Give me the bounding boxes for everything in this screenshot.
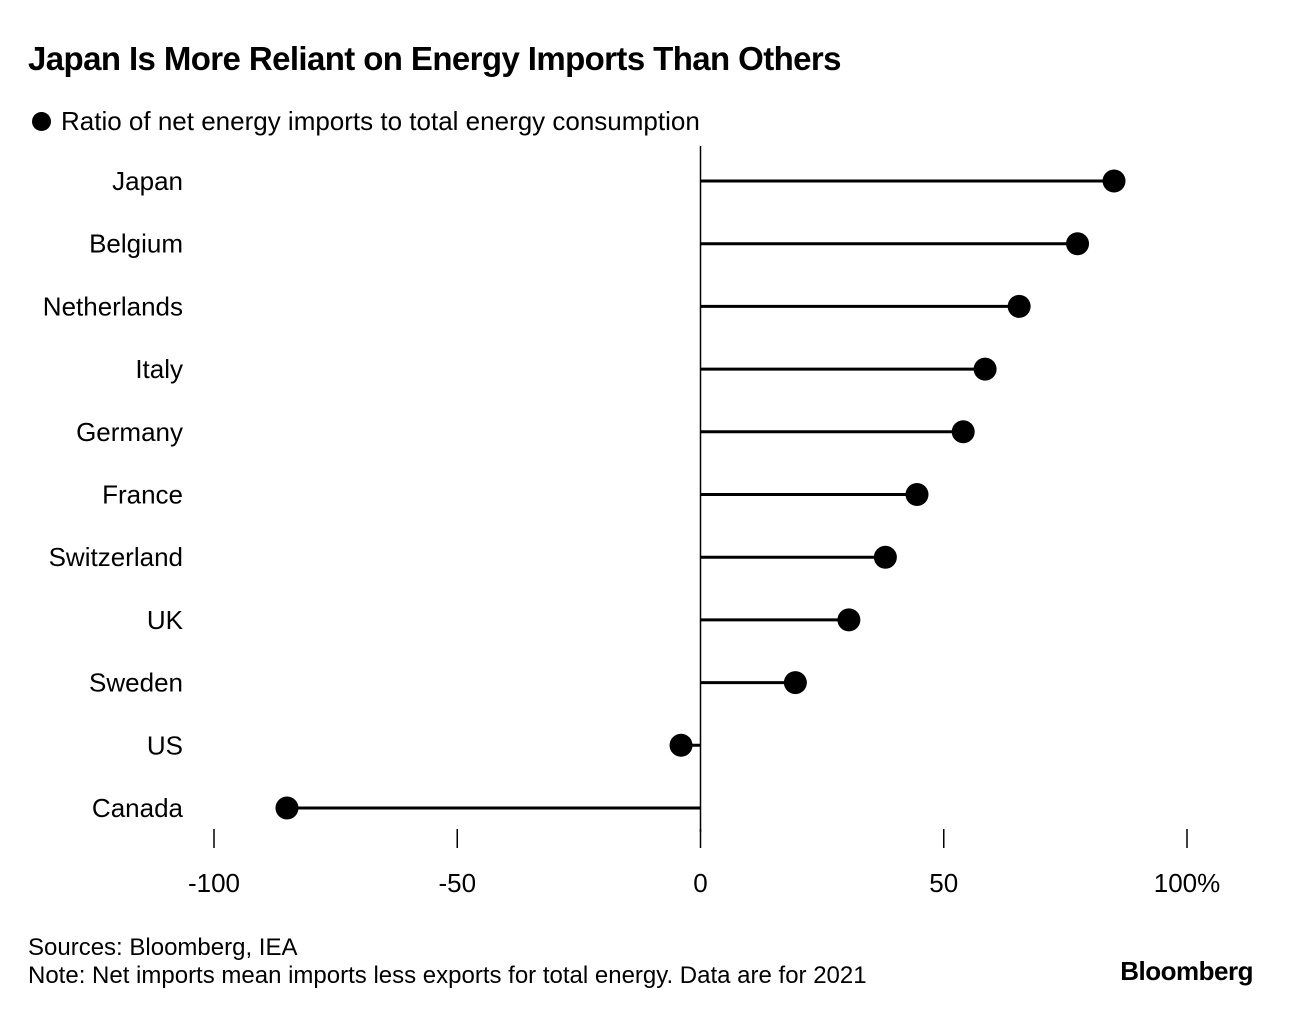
category-label: Italy	[135, 354, 183, 384]
note-text: Note: Net imports mean imports less expo…	[28, 962, 867, 989]
lollipop-dot	[951, 420, 975, 444]
legend-label: Ratio of net energy imports to total ene…	[61, 106, 700, 136]
sources-text: Sources: Bloomberg, IEA	[28, 934, 298, 961]
lollipop-dot	[1066, 232, 1090, 256]
chart-title: Japan Is More Reliant on Energy Imports …	[28, 40, 842, 77]
category-label: Canada	[92, 793, 184, 823]
category-label: Switzerland	[49, 542, 183, 572]
x-tick-label: -50	[438, 868, 476, 898]
category-label: Japan	[112, 166, 183, 196]
lollipop-dot	[837, 608, 861, 632]
category-label: US	[147, 730, 183, 760]
lollipop-dot	[1007, 294, 1031, 318]
x-tick-label: 0	[693, 868, 707, 898]
lollipop-dot	[905, 483, 929, 506]
lollipop-dot	[973, 357, 997, 381]
category-label: France	[102, 480, 183, 510]
legend: Ratio of net energy imports to total ene…	[32, 106, 700, 137]
x-tick-label: -100	[188, 868, 240, 898]
category-label: Germany	[76, 417, 183, 447]
lollipop-dot	[783, 671, 807, 695]
lollipop-dot	[275, 796, 299, 820]
category-label: Belgium	[89, 229, 183, 259]
lollipop-dot	[873, 545, 897, 569]
x-tick-label: 50	[929, 868, 958, 898]
lollipop-dot	[669, 733, 693, 757]
category-label: Netherlands	[43, 291, 183, 321]
category-label: UK	[147, 605, 184, 635]
x-tick-label: 100%	[1154, 868, 1221, 898]
lollipop-dot	[1102, 169, 1126, 193]
bloomberg-logo: Bloomberg	[1120, 956, 1253, 986]
legend-dot-icon	[32, 112, 51, 131]
category-label: Sweden	[89, 668, 183, 698]
